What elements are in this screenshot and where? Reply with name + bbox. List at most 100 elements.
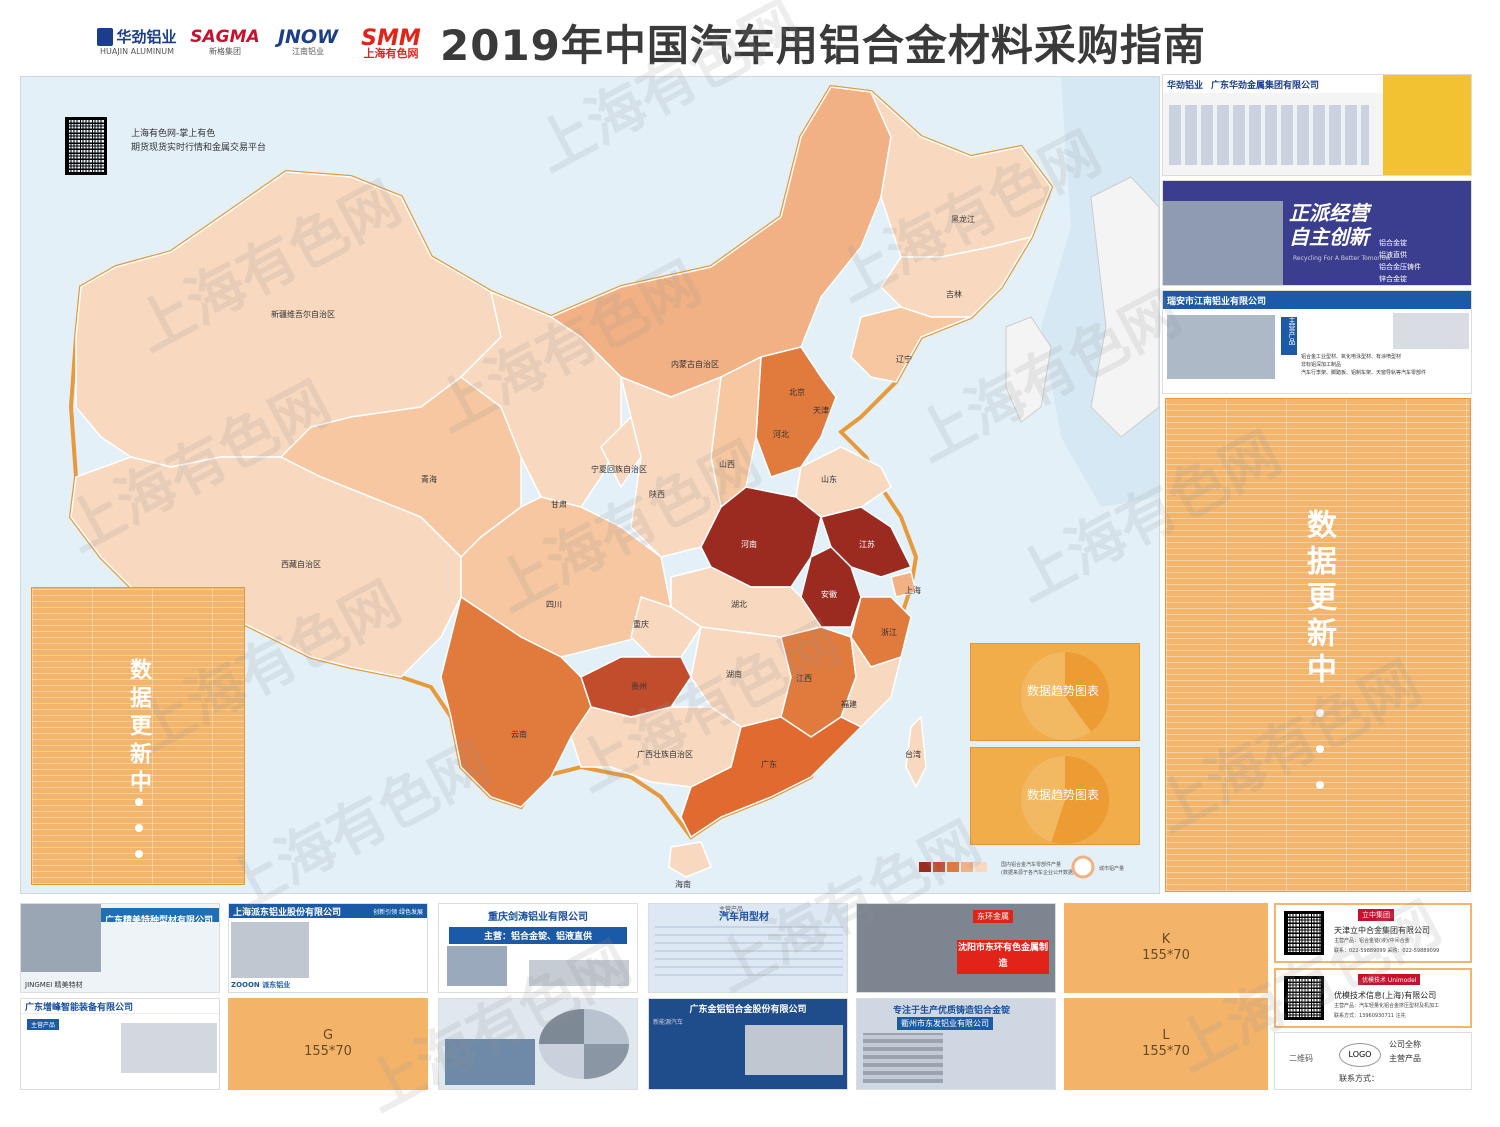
ad-auto-profile-sub: 主营产品	[719, 906, 744, 913]
legend-swatch-4	[961, 862, 973, 872]
ad-slot-g[interactable]: G 155*70	[228, 998, 428, 1090]
jnow-logo-sub: 江南铝业	[292, 47, 324, 56]
huajin-logo-icon	[97, 28, 114, 46]
ad-jiantao-image	[447, 946, 507, 986]
province-liaoning	[850, 306, 972, 383]
legend-label: 国内铝合金汽车零部件产量	[1001, 861, 1061, 868]
ad-jinlv-title: 广东金铝铝合金股份有限公司	[689, 1005, 807, 1015]
ad-slot-k[interactable]: K 155*70	[1064, 903, 1268, 993]
sagma-logo-sub: 新格集团	[209, 47, 241, 56]
label-ningxia: 宁夏回族自治区	[591, 464, 647, 474]
card-template-product: 主营产品	[1389, 1054, 1421, 1063]
right-data-panel: 数据更新中	[1165, 398, 1471, 892]
right-data-status: 数据更新中	[1301, 509, 1336, 689]
qr-caption: 上海有色网-掌上有色 期货现货实时行情和金属交易平台	[131, 127, 266, 155]
label-fujian: 福建	[841, 699, 857, 709]
ad-auto-wheel[interactable]	[438, 998, 638, 1090]
label-hubei: 湖北	[731, 600, 747, 609]
label-shanghai: 上海	[905, 585, 921, 595]
ad-huajin[interactable]: 华劲铝业 广东华劲金属集团有限公司	[1162, 74, 1472, 176]
province-labels: 新疆维吾尔自治区 西藏自治区 青海 甘肃 内蒙古自治区 黑龙江 吉林 辽宁 北京…	[271, 214, 975, 889]
label-gansu: 甘肃	[551, 499, 567, 509]
label-hebei: 河北	[773, 429, 789, 439]
map-legend: 国内铝合金汽车零部件产量 (数据来源于各汽车企业公开数据) 城市铝产量	[919, 855, 1124, 879]
ad-paidong-footer: ZOOON 派东铝业	[231, 981, 291, 989]
card-unimodel-line1: 主营产品：汽车轻量化铝合金挤压型材及机加工	[1334, 1003, 1440, 1009]
card-lizhong-line1: 主营产品：铝合金锭(液)/中间合金	[1334, 938, 1410, 944]
ad-sagma-tag-3: 铝合金压铸件	[1379, 263, 1421, 271]
label-qinghai: 青海	[421, 474, 437, 484]
ad-jingmei[interactable]: 广东精美特种型材有限公司 JINGMEI 精美特材	[20, 903, 220, 993]
chart-box-1[interactable]: 数据趋势图表	[970, 643, 1140, 741]
label-beijing: 北京	[789, 387, 805, 397]
ad-dongfa[interactable]: 专注于生产优质铸造铝合金锭 衢州市东发铝业有限公司	[856, 998, 1056, 1090]
label-taiwan: 台湾	[905, 749, 921, 759]
legend-swatch-3	[947, 862, 959, 872]
sagma-logo: SAGMA 新格集团	[190, 22, 260, 62]
province-hebei	[755, 346, 837, 478]
ad-donghuan-sub: 东环金属	[973, 910, 1013, 923]
ad-donghuan[interactable]: 沈阳市东环有色金属制造 东环金属	[856, 903, 1056, 993]
label-jiangsu: 江苏	[859, 539, 875, 549]
ad-sagma[interactable]: 正派经营 自主创新 Recycling For A Better Tomorro…	[1162, 180, 1472, 286]
japan-land	[1090, 176, 1159, 438]
ad-huajin-products	[1169, 105, 1369, 165]
ad-jnow-tag-2: 非标铝深加工制品	[1301, 362, 1342, 368]
left-dot-3	[135, 850, 143, 858]
province-qinghai	[279, 376, 522, 559]
card-unimodel[interactable]: 优模技术 Unimodel 优模技术信息(上海)有限公司 主营产品：汽车轻量化铝…	[1274, 968, 1472, 1028]
card-template[interactable]: 二维码 LOGO 公司全称 主营产品 联系方式：	[1274, 1032, 1472, 1090]
ad-sagma-image	[1163, 201, 1283, 285]
huajin-logo-sub: HUAJIN ALUMINUM	[100, 47, 174, 56]
ad-zengfeng[interactable]: 广东增峰智能装备有限公司 主营产品	[20, 998, 220, 1090]
label-heilongjiang: 黑龙江	[951, 214, 975, 224]
label-tianjin: 天津	[813, 405, 829, 415]
province-guangdong	[680, 716, 863, 839]
right-dot-2	[1316, 745, 1324, 753]
label-shanxi: 山西	[719, 459, 735, 469]
left-dot-1	[135, 798, 143, 806]
pie-chart-2	[1021, 756, 1109, 844]
card-lizhong[interactable]: 立中集团 天津立中合金集团有限公司 主营产品：铝合金锭(液)/中间合金 联系：0…	[1274, 903, 1472, 963]
ad-paidong-image	[231, 922, 309, 978]
ad-jinlv[interactable]: 广东金铝铝合金股份有限公司 新能源汽车	[648, 998, 848, 1090]
ad-slot-l[interactable]: L 155*70	[1064, 998, 1268, 1090]
label-yunnan: 云南	[511, 729, 527, 739]
chart-label-1: 数据趋势图表	[1027, 684, 1100, 698]
ad-auto-profile[interactable]: 汽车用型材 主营产品	[648, 903, 848, 993]
ad-huajin-image	[1383, 75, 1471, 175]
korea-land	[1005, 316, 1052, 423]
qr-caption-line1: 上海有色网-掌上有色	[131, 129, 216, 139]
province-yunnan	[440, 595, 592, 808]
ad-sagma-tags: 铝合金锭 铝液直供 铝合金压铸件 锌合金锭	[1379, 237, 1421, 285]
label-jilin: 吉林	[946, 289, 962, 299]
left-data-status: 数据更新中	[126, 658, 151, 798]
ad-jingmei-title: 广东精美特种型材有限公司	[105, 916, 214, 926]
card-lizhong-company: 天津立中合金集团有限公司	[1334, 926, 1430, 935]
label-xinjiang: 新疆维吾尔自治区	[271, 309, 335, 319]
ad-auto-profile-title: 汽车用型材	[719, 912, 769, 923]
chart-box-2[interactable]: 数据趋势图表	[970, 747, 1140, 845]
ad-jnow-tags: 铝合金工业型材、氧化电泳型材、有涂喷型材 非标铝深加工制品 汽车行李架、脚踏板、…	[1301, 353, 1471, 377]
ad-jiantao-title: 重庆剑涛铝业有限公司	[488, 912, 588, 923]
ad-auto-wheel-building	[445, 1039, 535, 1085]
ad-jiantao[interactable]: 重庆剑涛铝业有限公司 主营：铝合金锭、铝液直供	[438, 903, 638, 993]
ad-paidong-title: 上海派东铝业股份有限公司	[233, 907, 342, 918]
sagma-logo-icon: SAGMA	[190, 27, 260, 47]
legend-sublabel: (数据来源于各汽车企业公开数据)	[1001, 869, 1075, 876]
ad-jnow-sub: 主营产品	[1281, 317, 1297, 355]
ad-dongfa-image	[863, 1033, 943, 1083]
ad-jingmei-image	[21, 904, 101, 972]
ad-jnow-product-image	[1393, 313, 1469, 349]
ad-jnow[interactable]: 瑞安市江南铝业有限公司 主营产品 铝合金工业型材、氧化电泳型材、有涂喷型材 非标…	[1162, 290, 1472, 394]
ad-zengfeng-image	[121, 1023, 217, 1073]
ad-huajin-brand: 华劲铝业	[1167, 80, 1204, 91]
qr-code-icon[interactable]	[65, 117, 107, 175]
page-title: 2019年中国汽车用铝合金材料采购指南	[440, 21, 1206, 70]
legend-swatch-5	[975, 862, 987, 872]
ad-jinlv-image	[745, 1025, 843, 1075]
ad-slot-k-size: 155*70	[1142, 948, 1190, 963]
ad-paidong[interactable]: 上海派东铝业股份有限公司 创新引领 绿色发展 ZOOON 派东铝业	[228, 903, 428, 993]
label-zhejiang: 浙江	[881, 627, 897, 637]
card-template-logo: LOGO	[1339, 1043, 1381, 1067]
